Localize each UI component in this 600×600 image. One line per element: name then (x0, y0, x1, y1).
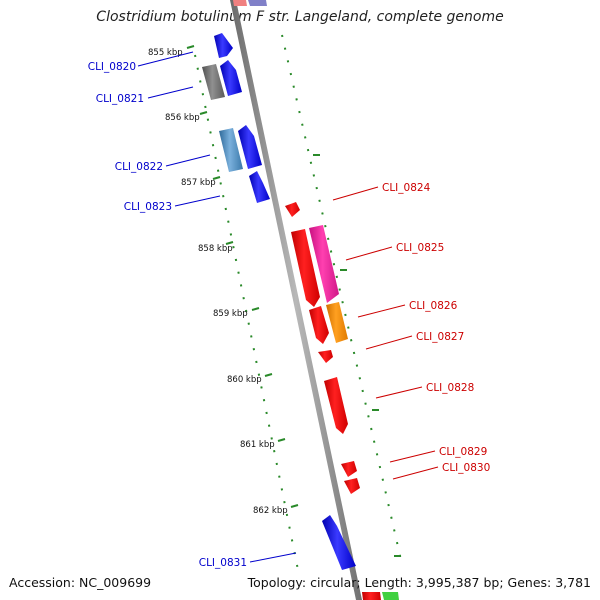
gene-arrow (326, 302, 348, 343)
gene-arrow (309, 306, 329, 344)
gene-arrow (341, 461, 357, 477)
tick-label: 858 kbp (198, 244, 233, 254)
gene-label[interactable]: CLI_0825 (396, 242, 444, 254)
gene-arrow (214, 33, 233, 58)
major-ticks (186, 45, 401, 557)
forward-genes (202, 33, 356, 570)
reverse-genes (285, 202, 360, 494)
right-ruler (281, 34, 402, 561)
clipped-genes (233, 0, 399, 600)
gene-label[interactable]: CLI_0828 (426, 382, 474, 394)
scale-labels: 855 kbp 856 kbp 857 kbp 858 kbp 859 kbp … (148, 48, 288, 516)
genome-summary-text: Topology: circular; Length: 3,995,387 bp… (247, 575, 591, 590)
gene-arrow (344, 478, 360, 494)
gene-arrow (324, 377, 348, 434)
gene-arrow (309, 225, 339, 303)
accession-text: Accession: NC_009699 (9, 575, 152, 590)
forward-gene-labels: CLI_0820 CLI_0821 CLI_0822 CLI_0823 CLI_… (88, 61, 247, 569)
forward-leaders (137, 51, 297, 563)
tick-label: 859 kbp (213, 309, 248, 319)
gene-label[interactable]: CLI_0824 (382, 182, 431, 194)
gene-arrow (322, 515, 356, 570)
gene-label[interactable]: CLI_0830 (442, 462, 490, 474)
gene-label[interactable]: CLI_0829 (439, 446, 487, 458)
reverse-gene-labels: CLI_0824 CLI_0825 CLI_0826 CLI_0827 CLI_… (382, 182, 490, 474)
tick-label: 861 kbp (240, 440, 275, 450)
gene-label[interactable]: CLI_0823 (124, 201, 172, 213)
gene-label[interactable]: CLI_0827 (416, 331, 464, 343)
gene-arrow (318, 350, 333, 363)
gene-label[interactable]: CLI_0820 (88, 61, 136, 73)
map-title: Clostridium botulinum F str. Langeland, … (96, 9, 504, 25)
tick-label: 856 kbp (165, 113, 200, 123)
gene-arrow (291, 229, 320, 307)
gene-label[interactable]: CLI_0821 (96, 93, 144, 105)
gene-label[interactable]: CLI_0822 (115, 161, 163, 173)
tick-label: 855 kbp (148, 48, 183, 58)
tick-label: 857 kbp (181, 178, 216, 188)
gene-arrow (219, 128, 243, 172)
gene-arrow (220, 60, 242, 96)
gene-arrow (249, 171, 270, 203)
gene-label[interactable]: CLI_0826 (409, 300, 458, 312)
gene-label[interactable]: CLI_0831 (199, 557, 247, 569)
reverse-leaders (332, 186, 439, 480)
gene-arrow (285, 202, 300, 217)
tick-label: 860 kbp (227, 375, 262, 385)
gene-arrow (202, 64, 225, 100)
gene-arrow (238, 125, 262, 169)
tick-label: 862 kbp (253, 506, 288, 516)
genome-backbone (230, 0, 362, 600)
